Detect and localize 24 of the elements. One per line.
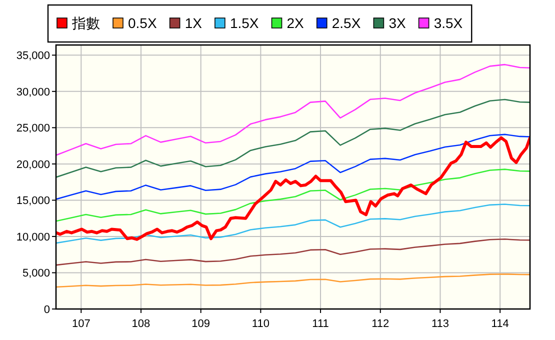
y-tick-label: 15,000	[16, 195, 50, 208]
legend-label: 3X	[388, 15, 406, 31]
legend-label: 指數	[71, 15, 100, 31]
legend-label: 2.5X	[332, 15, 362, 31]
y-tick-label: 5,000	[22, 268, 50, 280]
x-tick-label: 113	[431, 318, 449, 330]
legend-label: 1X	[184, 15, 203, 31]
x-tick-label: 110	[252, 318, 270, 330]
legend-label: 1.5X	[230, 15, 260, 31]
legend-label: 2X	[286, 15, 305, 31]
legend-label: 3.5X	[434, 15, 464, 31]
legend-label: 0.5X	[128, 15, 158, 31]
y-tick-label: 20,000	[16, 158, 50, 171]
y-tick-label: 25,000	[16, 122, 50, 135]
x-tick-label: 111	[312, 318, 329, 330]
y-tick-label: 10,000	[16, 231, 50, 244]
y-tick-label: 30,000	[16, 86, 50, 98]
x-tick-label: 114	[491, 318, 509, 330]
x-tick-label: 112	[372, 318, 390, 330]
y-tick-label: 0	[44, 304, 50, 316]
x-tick-label: 107	[72, 318, 90, 330]
x-tick-label: 108	[132, 318, 150, 330]
x-tick-label: 109	[192, 318, 210, 330]
y-tick-label: 35,000	[16, 50, 50, 62]
